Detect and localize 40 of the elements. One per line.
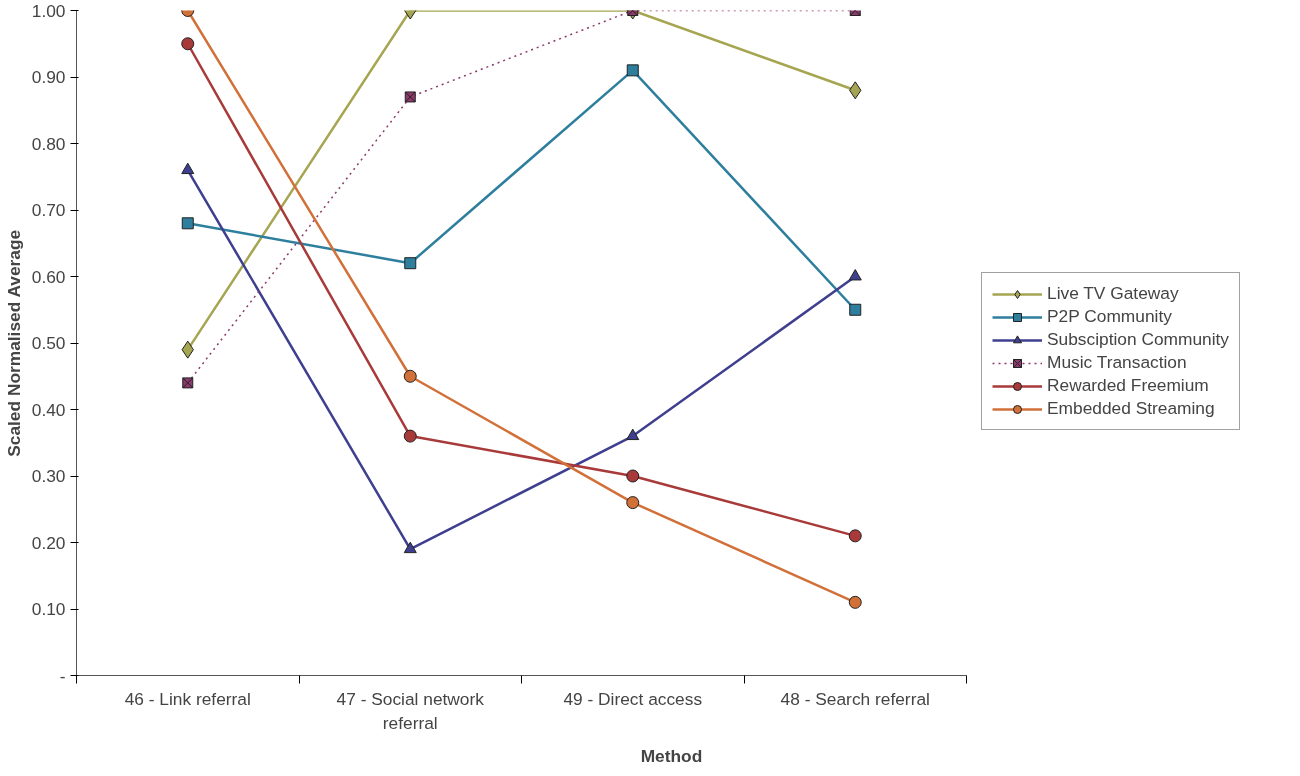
- point: [626, 496, 640, 510]
- x-tick-label: 49 - Direct access: [563, 688, 703, 709]
- legend-label: Music Transaction: [1047, 352, 1187, 373]
- x-tick-label: 46 - Link referral: [124, 688, 251, 709]
- point: [626, 428, 640, 441]
- legend-label: Rewarded Freemium: [1047, 375, 1209, 396]
- y-tick-label: 0.90: [31, 67, 66, 87]
- point: [849, 303, 862, 316]
- y-tick-label: 0.50: [31, 333, 66, 353]
- point: [848, 269, 862, 281]
- point: [848, 529, 862, 543]
- y-tick-label: -: [59, 665, 66, 686]
- y-tick-label: 0.80: [31, 133, 66, 154]
- point: [403, 541, 417, 554]
- legend-label: Live TV Gateway: [1047, 283, 1179, 304]
- y-tick-label: 0.30: [31, 466, 66, 486]
- point: [403, 429, 417, 443]
- x-tick-label: 48 - Search referral: [780, 688, 930, 709]
- x-tick-label: 47 - Social network referral: [336, 688, 485, 733]
- y-tick-label: 0.70: [31, 200, 66, 220]
- x-axis-title: Method: [640, 745, 703, 766]
- y-tick-label: 1.00: [31, 0, 66, 21]
- point: [626, 64, 639, 77]
- point: [403, 369, 417, 383]
- point: [848, 595, 862, 609]
- point: [181, 217, 194, 230]
- point: [404, 257, 417, 270]
- point: [181, 162, 195, 175]
- y-tick-label: 0.10: [31, 599, 66, 619]
- point: [181, 37, 195, 51]
- point: [404, 91, 416, 103]
- point: [626, 469, 640, 483]
- y-tick-label: 0.40: [31, 399, 66, 420]
- y-tick-label: 0.60: [31, 266, 66, 287]
- y-tick-label: 0.20: [31, 532, 66, 553]
- legend-label: Embedded Streaming: [1047, 398, 1215, 419]
- legend-label: P2P Community: [1047, 306, 1172, 327]
- legend-label: Subsciption Community: [1047, 329, 1230, 350]
- y-axis-title: Scaled Normalised Average: [3, 229, 24, 457]
- point: [182, 377, 194, 389]
